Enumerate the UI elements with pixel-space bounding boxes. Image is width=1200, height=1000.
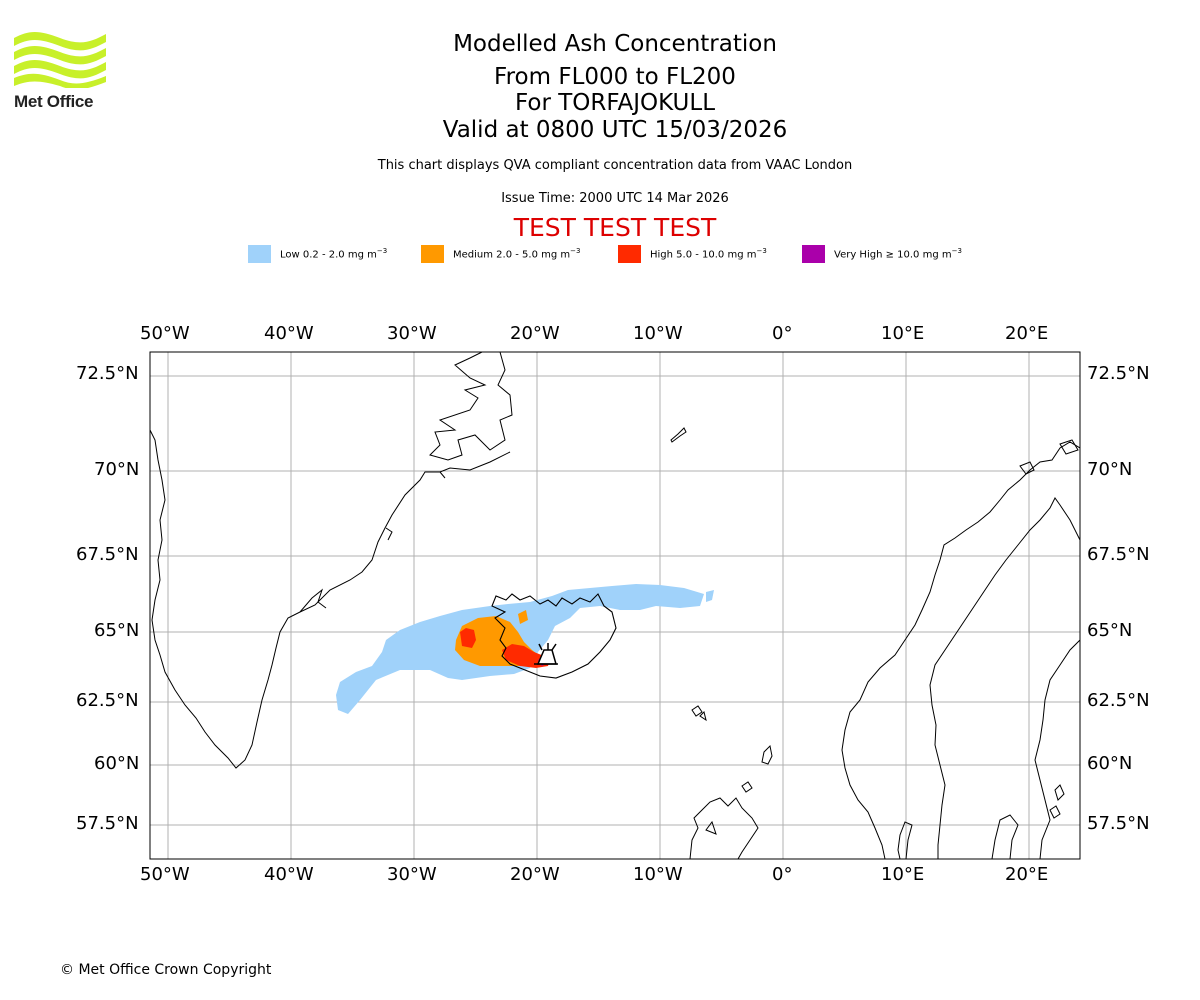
- coastline-scandinavia-islands: [1019, 439, 1079, 819]
- lat-tick-left-57-5n: 57.5°N: [76, 813, 139, 834]
- copyright: © Met Office Crown Copyright: [60, 962, 272, 978]
- lon-tick-top-20e: 20°E: [1005, 323, 1049, 344]
- legend-unit-exponent: −3: [376, 247, 388, 256]
- legend-item-high: High 5.0 - 10.0 mg m−3: [618, 244, 767, 264]
- legend-label-medium: Medium 2.0 - 5.0 mg m: [453, 249, 571, 261]
- lat-tick-left-70n: 70°N: [94, 459, 140, 480]
- lat-tick-right-65n: 65°N: [1087, 620, 1133, 641]
- lat-tick-right-60n: 60°N: [1087, 753, 1133, 774]
- lon-tick-bottom-10w: 10°W: [633, 864, 683, 885]
- lon-tick-bottom-50w: 50°W: [140, 864, 190, 885]
- lon-tick-top-10e: 10°E: [881, 323, 925, 344]
- coastline-jan-mayen: [670, 427, 687, 443]
- legend-swatch-medium: [421, 245, 444, 263]
- issue-time: Issue Time: 2000 UTC 14 Mar 2026: [501, 191, 729, 206]
- lat-tick-left-72-5n: 72.5°N: [76, 363, 139, 384]
- legend-item-very-high: Very High ≥ 10.0 mg m−3: [802, 244, 962, 264]
- title-line-4: Valid at 0800 UTC 15/03/2026: [442, 117, 788, 143]
- legend-label-high: High 5.0 - 10.0 mg m: [650, 249, 757, 261]
- legend-unit-exponent: −3: [951, 247, 962, 256]
- lat-tick-right-70n: 70°N: [1087, 459, 1133, 480]
- legend-unit-exponent: −3: [570, 247, 581, 256]
- test-banner: TEST TEST TEST: [513, 213, 717, 242]
- legend-label-very-high: Very High ≥ 10.0 mg m: [834, 249, 952, 261]
- lon-tick-bottom-20w: 20°W: [510, 864, 560, 885]
- lon-tick-top-0: 0°: [772, 323, 793, 344]
- lon-tick-bottom-0: 0°: [772, 864, 793, 885]
- met-office-logo-waves: [14, 32, 106, 90]
- lon-tick-bottom-40w: 40°W: [264, 864, 314, 885]
- legend-item-medium: Medium 2.0 - 5.0 mg m−3: [421, 244, 580, 264]
- legend-item-low: Low 0.2 - 2.0 mg m−3: [248, 244, 387, 264]
- lon-tick-bottom-20e: 20°E: [1005, 864, 1049, 885]
- legend-label-low: Low 0.2 - 2.0 mg m: [280, 249, 377, 261]
- coastline-greenland: [150, 352, 513, 769]
- volcano-icon: [534, 643, 558, 665]
- map-frame: [149, 351, 1081, 860]
- coastline-shetland: [761, 744, 773, 765]
- lon-tick-top-40w: 40°W: [264, 323, 314, 344]
- lat-tick-left-60n: 60°N: [94, 753, 140, 774]
- ash-low-zone-east: [706, 590, 714, 602]
- title-line-3: For TORFAJOKULL: [514, 90, 716, 116]
- legend-swatch-low: [248, 245, 271, 263]
- coastline-orkney: [741, 781, 753, 793]
- legend-swatch-high: [618, 245, 641, 263]
- lon-tick-top-50w: 50°W: [140, 323, 190, 344]
- coastline-greenland-fjords: [299, 471, 446, 613]
- lat-tick-right-57-5n: 57.5°N: [1087, 813, 1150, 834]
- coastline-faroes: [691, 705, 707, 722]
- legend-swatch-very-high: [802, 245, 825, 263]
- lat-tick-left-65n: 65°N: [94, 620, 140, 641]
- coastline-scandinavia: [841, 441, 1080, 859]
- ash-high-zone-east: [502, 644, 550, 668]
- lat-tick-right-62-5n: 62.5°N: [1087, 690, 1150, 711]
- lon-tick-bottom-30w: 30°W: [387, 864, 437, 885]
- title-line-1: Modelled Ash Concentration: [453, 31, 777, 57]
- lat-tick-left-62-5n: 62.5°N: [76, 690, 139, 711]
- coastline-scotland: [689, 797, 759, 859]
- chart-description: This chart displays QVA compliant concen…: [377, 158, 853, 173]
- lat-tick-right-72-5n: 72.5°N: [1087, 363, 1150, 384]
- ash-high-zone-west: [460, 628, 476, 648]
- lon-tick-top-20w: 20°W: [510, 323, 560, 344]
- met-office-logo: [14, 30, 106, 110]
- ash-medium-zone-patch: [518, 610, 528, 624]
- lat-tick-left-67-5n: 67.5°N: [76, 544, 139, 565]
- legend-unit-exponent: −3: [756, 247, 767, 256]
- title-line-2: From FL000 to FL200: [494, 64, 736, 90]
- coastline-iceland: [491, 593, 617, 679]
- lon-tick-top-30w: 30°W: [387, 323, 437, 344]
- lat-tick-right-67-5n: 67.5°N: [1087, 544, 1150, 565]
- lon-tick-top-10w: 10°W: [633, 323, 683, 344]
- logo-text: Met Office: [14, 92, 94, 111]
- lon-tick-bottom-10e: 10°E: [881, 864, 925, 885]
